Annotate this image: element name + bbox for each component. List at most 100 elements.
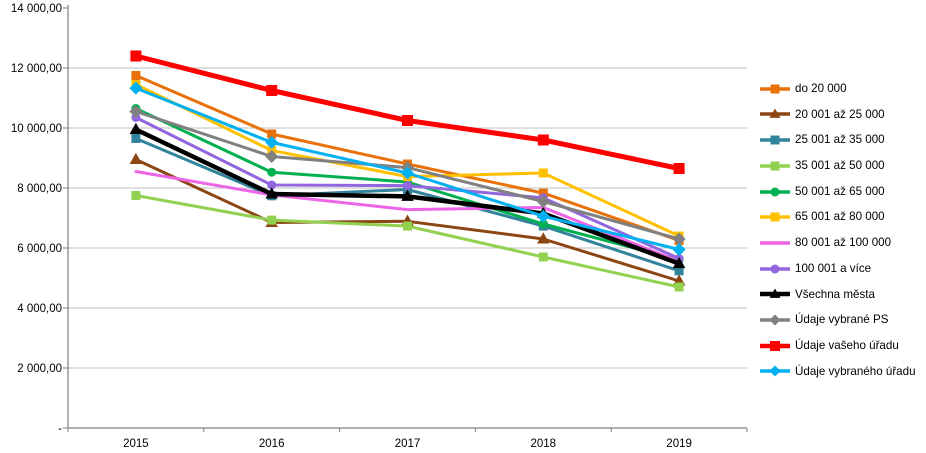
data-point-marker xyxy=(536,209,550,223)
x-axis-tick-label: 2015 xyxy=(123,438,149,450)
data-point-marker xyxy=(403,181,412,191)
legend-label: do 20 000 xyxy=(795,82,847,95)
legend-item: 50 001 až 65 000 xyxy=(760,183,916,201)
data-point-marker xyxy=(131,191,141,200)
legend-marker-shape xyxy=(769,365,781,377)
legend-marker-icon xyxy=(760,135,790,145)
data-point-marker xyxy=(403,221,412,231)
legend-marker-icon xyxy=(760,264,790,274)
legend-marker-shape xyxy=(770,340,780,351)
legend-marker-shape xyxy=(770,84,780,94)
y-axis-tick-label: 4 000,00 xyxy=(17,303,62,315)
legend-label: Údaje vybraného úřadu xyxy=(795,364,916,378)
data-point-marker xyxy=(672,232,686,246)
legend-marker-shape xyxy=(770,161,780,171)
data-point-marker xyxy=(131,134,141,143)
legend-marker-shape xyxy=(769,288,781,299)
legend-marker-shape xyxy=(769,108,781,119)
data-point-marker xyxy=(538,252,548,262)
legend-label: Údaje vašeho úřadu xyxy=(795,338,899,352)
data-point-marker xyxy=(672,256,686,269)
legend-item: 80 001 až 100 000 xyxy=(760,234,916,252)
data-point-marker xyxy=(537,232,550,244)
data-point-marker xyxy=(538,219,548,229)
legend-label: 100 001 a více xyxy=(795,261,872,275)
series-line xyxy=(134,170,681,263)
legend-item: do 20 000 xyxy=(760,80,916,98)
legend-label: 25 001 až 35 000 xyxy=(795,133,885,147)
legend-marker-icon xyxy=(760,108,790,119)
legend-label: 80 001 až 100 000 xyxy=(795,236,892,250)
data-point-marker xyxy=(538,188,548,198)
legend-marker-icon xyxy=(760,212,790,222)
legend-label: Údaje vybrané PS xyxy=(795,313,889,327)
legend-marker-icon xyxy=(760,288,790,299)
data-point-marker xyxy=(265,187,278,199)
legend-marker-icon xyxy=(760,241,790,245)
x-axis-tick-label: 2019 xyxy=(666,438,692,450)
legend-label: 50 001 až 65 000 xyxy=(795,184,885,198)
y-axis-tick-label: - xyxy=(58,423,62,435)
legend-marker-icon xyxy=(760,340,790,351)
x-axis-tick-label: 2018 xyxy=(531,438,557,450)
data-point-marker xyxy=(265,135,279,149)
y-axis-tick-label: 10 000,00 xyxy=(11,123,62,135)
data-point-marker xyxy=(536,195,550,208)
y-axis-tick-label: 8 000,00 xyxy=(17,183,62,195)
data-point-marker xyxy=(673,163,685,174)
legend-marker-icon xyxy=(760,84,790,94)
legend-item: Údaje vašeho úřadu xyxy=(760,337,916,355)
legend-item: 65 001 až 80 000 xyxy=(760,208,916,226)
data-point-marker xyxy=(267,167,277,177)
data-point-marker xyxy=(266,85,278,96)
legend-marker-icon xyxy=(760,314,790,326)
legend-item: Údaje vybrané PS xyxy=(760,311,916,329)
legend-marker-icon xyxy=(760,365,790,377)
legend-label: 35 001 až 50 000 xyxy=(795,159,885,173)
data-point-marker xyxy=(674,282,684,292)
legend-marker-icon xyxy=(760,161,790,171)
legend-marker-icon xyxy=(760,187,790,197)
y-axis-tick-label: 6 000,00 xyxy=(17,243,62,255)
series-line xyxy=(133,53,682,171)
y-axis-tick-label: 14 000,00 xyxy=(11,3,62,15)
x-axis-tick-label: 2017 xyxy=(395,438,421,450)
y-axis-tick-label: 2 000,00 xyxy=(17,363,62,375)
data-point-marker xyxy=(131,71,141,80)
legend-item: Všechna města xyxy=(760,286,916,304)
legend-item: 25 001 až 35 000 xyxy=(760,131,916,149)
data-point-marker xyxy=(267,129,277,139)
data-point-marker xyxy=(401,189,414,201)
legend-item: 100 001 a více xyxy=(760,260,916,278)
data-point-marker xyxy=(401,166,414,180)
legend-marker-shape xyxy=(770,187,780,197)
legend-marker-shape xyxy=(770,264,780,274)
data-point-marker xyxy=(265,150,279,163)
chart-legend: do 20 000 20 001 až 25 000 25 001 až 35 00… xyxy=(760,80,916,388)
legend-marker-shape xyxy=(770,135,780,145)
data-point-marker xyxy=(129,122,143,134)
legend-label: 20 001 až 25 000 xyxy=(795,107,885,121)
data-point-marker xyxy=(267,180,277,190)
data-point-marker xyxy=(402,115,413,126)
data-point-marker xyxy=(537,134,549,146)
y-axis-tick-label: 12 000,00 xyxy=(11,63,62,75)
data-point-marker xyxy=(672,243,686,256)
legend-label: Všechna města xyxy=(795,287,875,301)
data-point-marker xyxy=(267,215,277,225)
data-point-marker xyxy=(129,105,143,118)
data-point-marker xyxy=(130,50,142,62)
legend-label: 65 001 až 80 000 xyxy=(795,210,885,224)
legend-item: Údaje vybraného úřadu xyxy=(760,363,916,381)
x-axis-tick-label: 2016 xyxy=(259,438,285,450)
legend-marker-shape xyxy=(769,314,781,326)
data-point-marker xyxy=(674,266,684,276)
legend-item: 35 001 až 50 000 xyxy=(760,157,916,175)
data-point-marker xyxy=(538,168,548,178)
data-point-marker xyxy=(129,152,143,164)
legend-item: 20 001 až 25 000 xyxy=(760,106,916,124)
legend-marker-shape xyxy=(770,212,780,222)
data-point-marker xyxy=(129,81,143,95)
